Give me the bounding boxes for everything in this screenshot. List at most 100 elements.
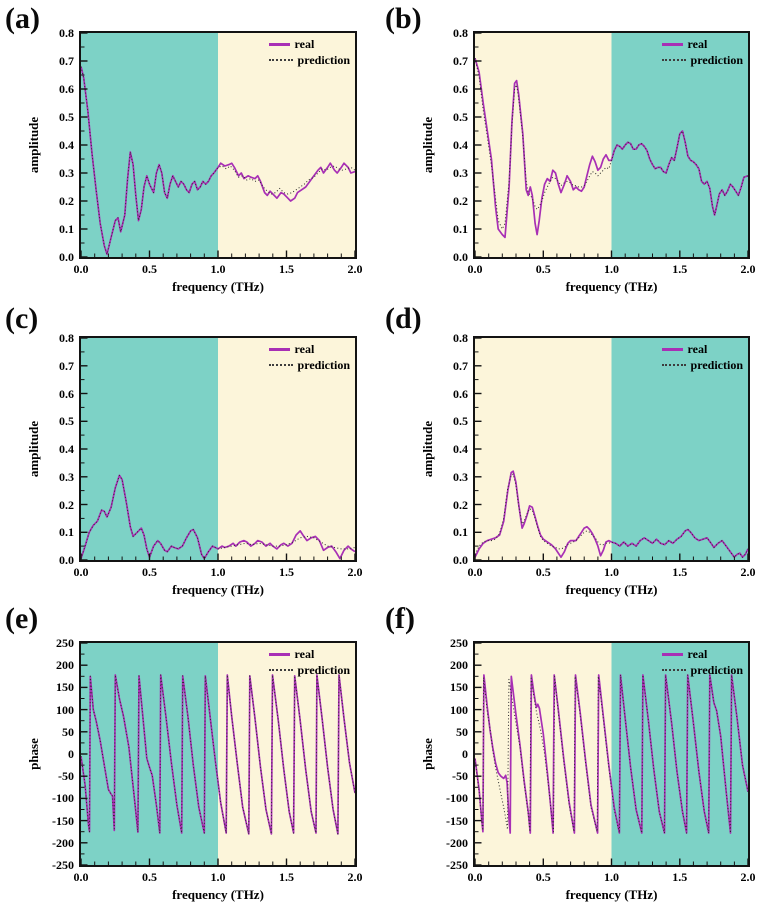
panel-label: (a) — [5, 2, 40, 35]
y-tick-label: 0.5 — [453, 414, 468, 429]
panel-b: (b) amplitude real prediction frequency … — [380, 0, 763, 300]
legend-prediction-label: prediction — [690, 53, 743, 67]
legend-real: real — [268, 343, 314, 355]
y-tick-label: 0.0 — [59, 250, 74, 264]
legend-prediction-label: prediction — [690, 663, 743, 677]
y-tick-label: -100 — [52, 791, 74, 806]
y-tick-label: -50 — [58, 769, 74, 784]
x-tick-label: 2.0 — [347, 565, 363, 579]
real-line-sample — [268, 652, 290, 656]
x-tick-label: 1.5 — [279, 565, 294, 579]
x-tick-label: 2.0 — [740, 262, 756, 276]
x-tick-label: 1.5 — [279, 870, 294, 884]
y-tick-label: 0.2 — [59, 194, 74, 208]
plot-frame: real prediction — [473, 31, 750, 259]
x-tick-label: 2.0 — [740, 870, 756, 884]
prediction-line-sample — [661, 59, 686, 61]
plot-frame: real prediction — [79, 31, 357, 259]
real-line-sample — [661, 42, 683, 46]
x-tick-label: 1.5 — [279, 262, 294, 276]
x-tick-label: 0.5 — [142, 870, 157, 884]
y-tick-label: 0.0 — [59, 553, 74, 567]
prediction-line-sample — [661, 669, 686, 671]
panel-label: (f) — [385, 602, 415, 635]
y-tick-label: 200 — [450, 658, 468, 673]
chart-canvas — [81, 338, 355, 560]
x-tick-label: 1.0 — [604, 870, 619, 884]
chart-canvas — [475, 643, 748, 865]
y-tick-label: 0.2 — [59, 497, 74, 512]
y-tick-label: 0.5 — [453, 110, 468, 124]
x-tick-label: 1.0 — [604, 262, 619, 276]
y-tick-label: 0.1 — [453, 525, 468, 540]
x-tick-label: 0.0 — [467, 870, 483, 884]
plot-frame: real prediction — [79, 641, 357, 867]
plot-frame: real prediction — [79, 336, 357, 562]
y-tick-label: -200 — [52, 835, 74, 850]
x-axis-label: frequency (THz) — [172, 582, 264, 597]
legend: real prediction — [268, 343, 350, 372]
legend-prediction: prediction — [268, 53, 350, 67]
legend-prediction-label: prediction — [297, 663, 350, 677]
prediction-line-sample — [268, 59, 293, 61]
x-tick-label: 1.5 — [672, 262, 688, 276]
y-tick-label: 200 — [56, 658, 74, 673]
y-tick-label: 0.3 — [59, 166, 74, 180]
y-tick-label: 0.6 — [453, 82, 468, 96]
panel-label: (c) — [5, 302, 39, 335]
y-tick-label: 0.8 — [59, 331, 74, 345]
y-tick-label: 0.7 — [59, 358, 74, 373]
legend-real-label: real — [294, 647, 315, 661]
y-tick-label: 0.4 — [59, 138, 74, 152]
y-tick-label: 0.7 — [453, 358, 468, 373]
y-tick-label: 250 — [56, 636, 74, 650]
legend: real prediction — [661, 38, 743, 67]
y-tick-label: 0 — [462, 747, 468, 761]
panel-a: (a) amplitude real prediction frequency … — [0, 0, 380, 300]
x-axis-label: frequency (THz) — [172, 887, 264, 902]
panel-e: (e) phase real prediction frequency (THz… — [0, 600, 380, 916]
y-tick-label: 0.2 — [453, 497, 468, 512]
chart-canvas — [475, 338, 748, 560]
y-tick-label: 0.5 — [59, 414, 74, 429]
x-tick-label: 1.0 — [210, 565, 226, 579]
x-tick-label: 1.0 — [210, 262, 226, 276]
x-tick-label: 0.0 — [73, 262, 89, 276]
x-tick-label: 1.5 — [672, 565, 688, 579]
legend-prediction-label: prediction — [297, 358, 350, 372]
y-tick-label: 0.8 — [59, 26, 74, 40]
x-tick-label: 0.5 — [535, 565, 551, 579]
x-tick-label: 0.0 — [73, 565, 89, 579]
y-tick-label: 150 — [450, 680, 468, 695]
plot-frame: real prediction — [473, 336, 750, 562]
y-tick-label: 100 — [450, 702, 468, 717]
y-tick-label: 0.4 — [453, 442, 468, 456]
x-tick-label: 0.0 — [73, 870, 89, 884]
legend-real: real — [661, 38, 707, 50]
panel-label: (b) — [385, 2, 422, 35]
panel-f: (f) phase real prediction frequency (THz… — [380, 600, 763, 916]
legend-real-label: real — [294, 37, 315, 51]
plot-frame: real prediction — [473, 641, 750, 867]
y-tick-label: 0.3 — [453, 469, 468, 484]
y-tick-label: 0.8 — [453, 26, 468, 40]
y-tick-label: -50 — [452, 769, 468, 784]
legend-real: real — [661, 343, 707, 355]
y-tick-label: 50 — [456, 724, 468, 739]
legend: real prediction — [268, 647, 350, 677]
real-line-sample — [661, 347, 683, 351]
x-axis-label: frequency (THz) — [565, 582, 658, 597]
y-tick-label: 0.8 — [453, 331, 468, 345]
y-tick-label: 0.0 — [453, 250, 468, 264]
y-tick-label: 0.6 — [59, 386, 74, 401]
legend-prediction: prediction — [661, 53, 743, 67]
legend-real: real — [661, 648, 707, 660]
legend-prediction-label: prediction — [297, 53, 350, 67]
y-tick-label: 0.0 — [453, 553, 468, 567]
legend-prediction: prediction — [661, 359, 743, 371]
panel-label: (e) — [5, 602, 39, 635]
prediction-line-sample — [268, 669, 293, 671]
x-tick-label: 0.5 — [535, 262, 551, 276]
legend-real: real — [268, 37, 315, 51]
